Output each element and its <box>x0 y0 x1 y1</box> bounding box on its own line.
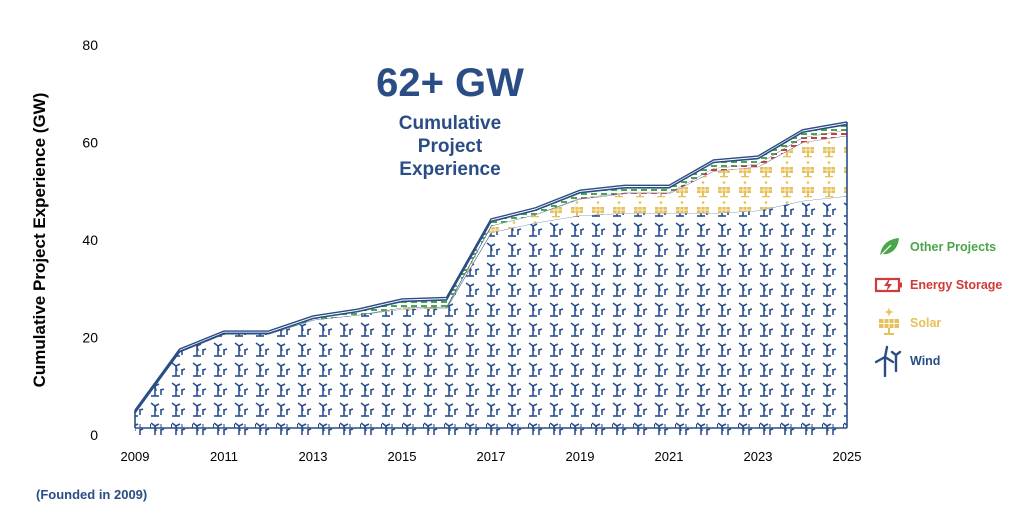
y-tick-label: 40 <box>82 232 98 248</box>
x-tick-label: 2025 <box>833 449 862 464</box>
legend-item-energy-storage: Energy Storage <box>872 266 1002 304</box>
x-tick-label: 2023 <box>744 449 773 464</box>
y-tick-label: 60 <box>82 135 98 151</box>
x-tick-label: 2013 <box>299 449 328 464</box>
legend-item-solar: Solar <box>872 304 1002 342</box>
battery-icon <box>872 269 906 301</box>
area-wind <box>135 196 847 435</box>
x-axis-ticks: 2009 2011 2013 2015 2017 2019 2021 2023 2025 <box>121 449 862 464</box>
x-tick-label: 2011 <box>210 449 238 464</box>
legend-item-wind: Wind <box>872 342 1002 380</box>
subtitle-line-2: Project <box>417 136 483 157</box>
y-tick-label: 80 <box>82 37 98 53</box>
x-tick-label: 2019 <box>566 449 595 464</box>
wind-turbine-icon <box>872 345 906 377</box>
x-axis-baseline <box>135 424 847 429</box>
boundary-other-projects <box>134 123 848 414</box>
solar-panel-icon <box>872 307 906 339</box>
x-tick-label: 2009 <box>121 449 150 464</box>
y-tick-label: 0 <box>90 427 98 443</box>
y-axis-ticks: 0 20 40 60 80 <box>82 37 98 443</box>
subtitle-line-1: Cumulative <box>398 113 502 134</box>
subtitle-line-3: Experience <box>399 159 501 180</box>
legend: Other Projects Energy Storage Solar Wind <box>872 228 1002 380</box>
legend-label: Wind <box>910 354 941 368</box>
y-tick-label: 20 <box>82 330 98 346</box>
stacked-areas <box>134 121 848 435</box>
leaf-icon <box>872 231 906 263</box>
total-outline <box>134 121 848 411</box>
y-axis-label: Cumulative Project Experience (GW) <box>30 92 49 388</box>
legend-label: Other Projects <box>910 240 997 254</box>
headline-callout: 62+ GW Cumulative Project Experience <box>320 60 580 181</box>
footnote: (Founded in 2009) <box>36 487 148 502</box>
legend-label: Solar <box>910 316 942 330</box>
x-tick-label: 2015 <box>388 449 417 464</box>
area-solar <box>135 135 847 414</box>
legend-label: Energy Storage <box>910 278 1003 292</box>
headline-subtitle: Cumulative Project Experience <box>320 112 580 181</box>
x-tick-label: 2017 <box>477 449 506 464</box>
x-tick-label: 2021 <box>655 449 684 464</box>
headline-value: 62+ GW <box>376 61 524 105</box>
legend-item-other-projects: Other Projects <box>872 228 1002 266</box>
